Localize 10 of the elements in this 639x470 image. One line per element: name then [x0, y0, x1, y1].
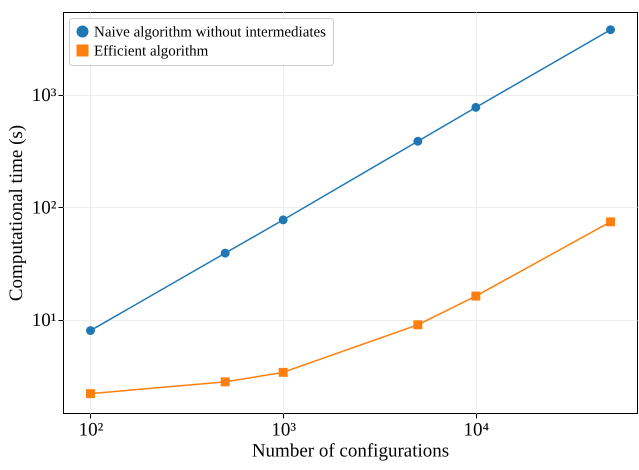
x-tick-label: 10⁴ [464, 420, 490, 440]
y-tick-label: 10³ [32, 85, 57, 106]
y-tick-label: 10¹ [32, 310, 57, 332]
legend-label: Naive algorithm without intermediates [94, 24, 326, 40]
x-tick-label: 10³ [271, 420, 296, 440]
legend-label: Efficient algorithm [94, 44, 209, 60]
y-tick-label: 10² [32, 198, 57, 219]
x-axis-title: Number of configurations [252, 440, 450, 462]
x-tick-label: 10² [78, 420, 104, 440]
y-axis-title: Computational time (s) [6, 124, 27, 302]
